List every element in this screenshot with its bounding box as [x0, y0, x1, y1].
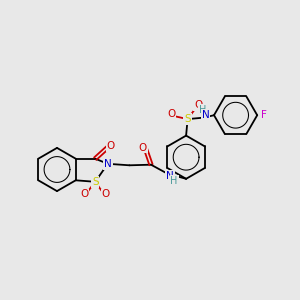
Text: N: N [166, 171, 174, 181]
Text: F: F [261, 110, 267, 120]
Text: H: H [170, 176, 178, 186]
Text: N: N [202, 110, 209, 120]
Text: O: O [167, 109, 175, 119]
Text: S: S [92, 177, 98, 187]
Text: H: H [199, 105, 206, 115]
Text: O: O [102, 189, 110, 200]
Text: O: O [107, 141, 115, 151]
Text: O: O [194, 100, 202, 110]
Text: S: S [184, 114, 191, 124]
Text: O: O [139, 142, 147, 153]
Text: N: N [104, 159, 112, 169]
Text: O: O [80, 189, 88, 200]
